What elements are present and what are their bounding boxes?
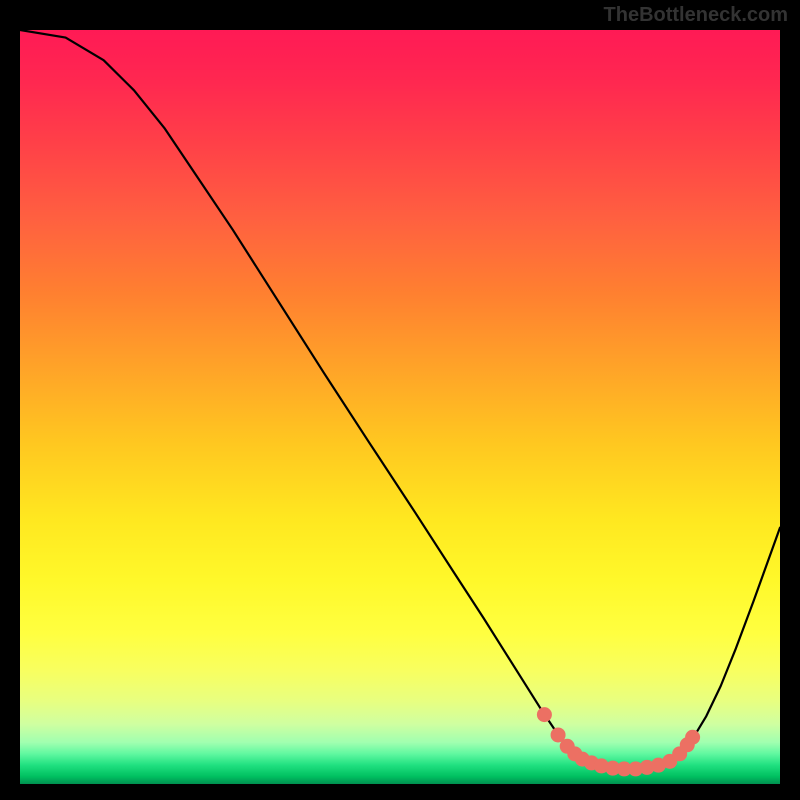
curve-layer (20, 30, 780, 784)
chart-container: TheBottleneck.com (0, 0, 800, 800)
watermark-text: TheBottleneck.com (604, 4, 788, 27)
main-curve (20, 30, 780, 769)
curve-marker (685, 730, 700, 745)
markers-group (537, 707, 700, 776)
plot-area (20, 30, 780, 784)
curve-marker (537, 707, 552, 722)
